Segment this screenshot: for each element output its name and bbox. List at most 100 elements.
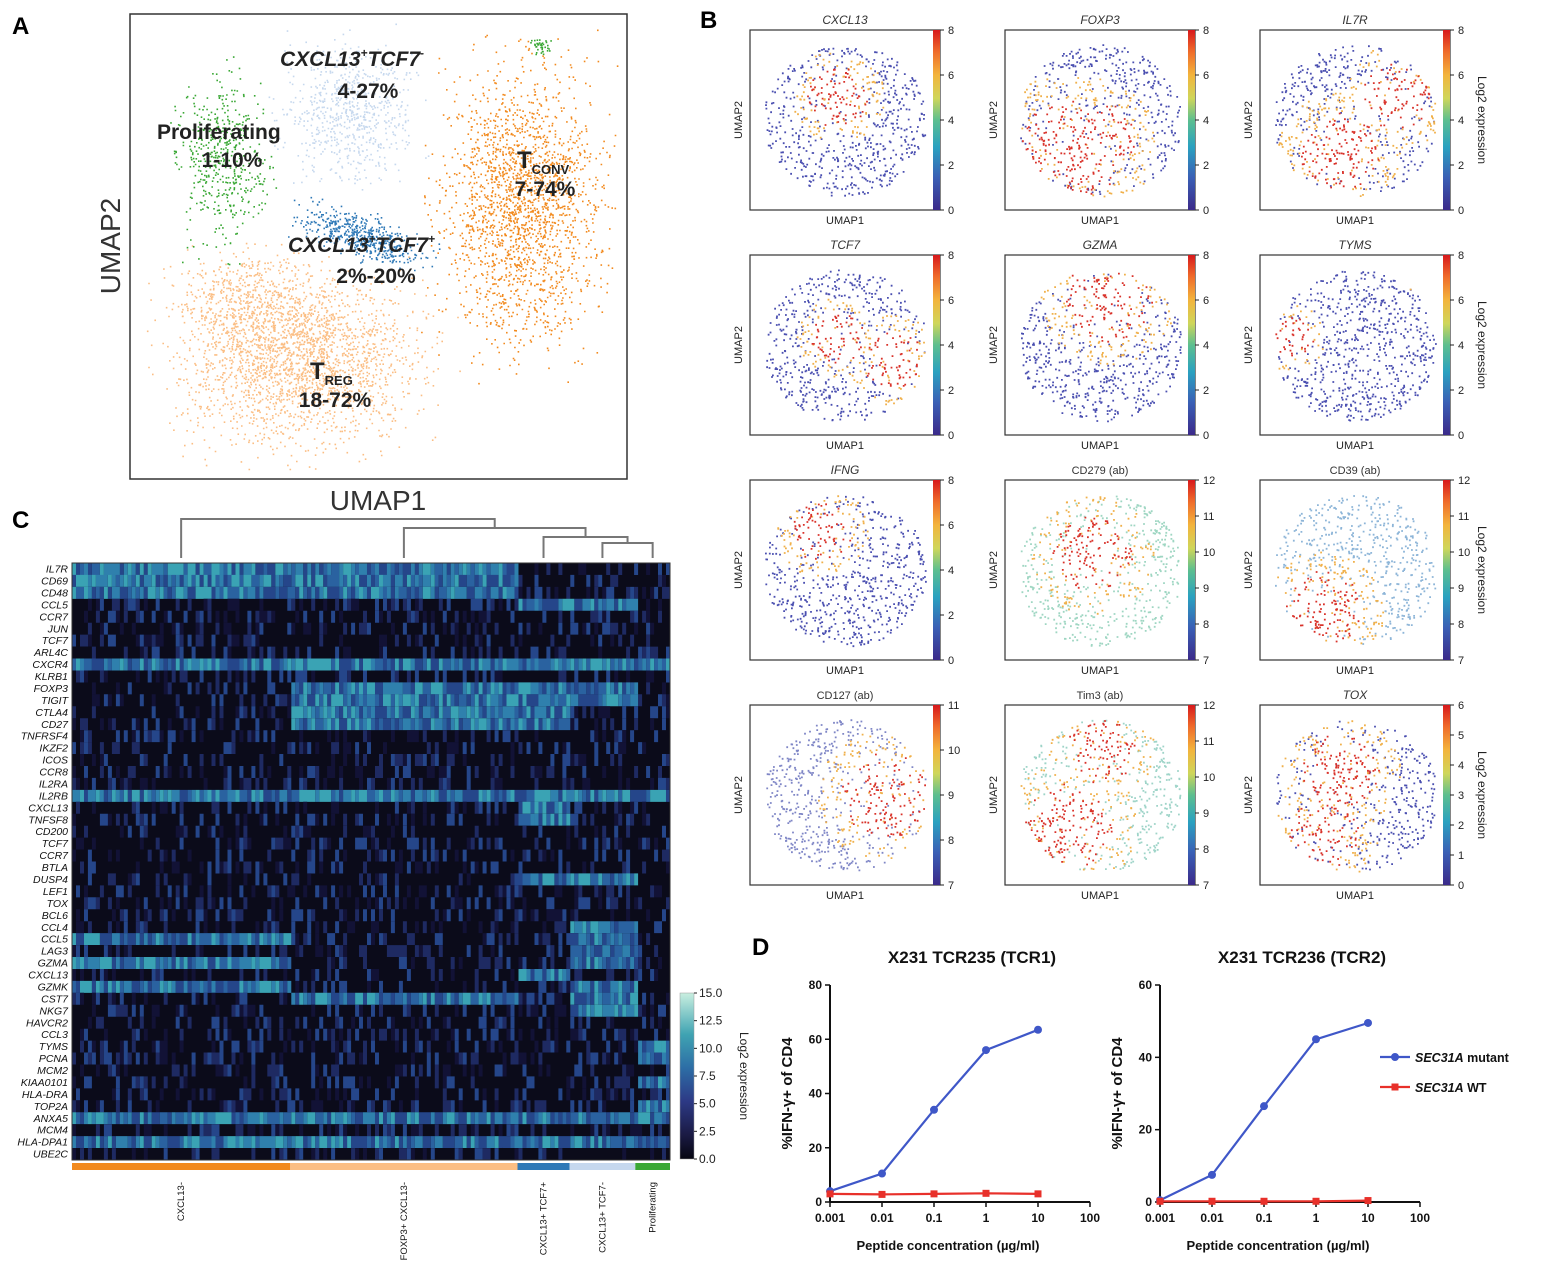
- heatmap-cells: [119, 825, 599, 838]
- feature-plot-xlabel: UMAP1: [826, 215, 864, 227]
- cluster-label-treg-sub: REG: [325, 373, 353, 388]
- heatmap-cells: [84, 1100, 662, 1113]
- line-chart-tcr2: X231 TCR236 (TCR2) 0 20 40 60 0.001 0.01 0.1 1 10…: [1109, 948, 1430, 1253]
- feature-plot-ylabel: UMAP2: [733, 776, 745, 814]
- heatmap-cells: [115, 897, 639, 910]
- feature-plot-colorbar-label: Log2 expression: [1475, 76, 1489, 164]
- heatmap-cells: [295, 980, 571, 993]
- heatmap-cells: [315, 706, 527, 719]
- heatmap-cells: [147, 849, 670, 862]
- heatmap-cells: [99, 885, 655, 898]
- feature-points-low: [766, 719, 927, 872]
- panel-c: C IL7RCD69CD48CCL5CCR7JUNTCF7ARL4CCXCR4K…: [12, 507, 751, 1260]
- colorbar-tick-label: 9: [1458, 583, 1464, 595]
- umap-main-scatter: [146, 23, 619, 471]
- heatmap-cells: [151, 706, 666, 719]
- feature-plot-frame: [749, 479, 941, 661]
- umap-cluster-dots: [421, 29, 619, 385]
- feature-plot-xlabel: UMAP1: [1081, 440, 1119, 452]
- feature-plot-xlabel: UMAP1: [826, 665, 864, 677]
- heatmap-cells: [72, 969, 659, 981]
- heatmap-cells: [72, 1112, 651, 1125]
- heatmap-cells: [91, 658, 639, 671]
- feature-plot-colorbar: [1188, 480, 1195, 660]
- feature-plot-ylabel: UMAP2: [733, 101, 745, 139]
- heatmap-group-bar: CXCL13- FOXP3+ CXCL13- CXCL13+ TCF7+ CXCL13…: [72, 1163, 670, 1260]
- colorbar-tick-label: 7: [1203, 655, 1209, 667]
- group-bar-segment: [517, 1163, 570, 1170]
- cluster-label-cxcl13-tcf7pos-sup2: +: [428, 232, 435, 246]
- colorbar-tick-label: 2: [948, 610, 954, 622]
- heatmap-cells: [586, 945, 631, 958]
- gene-label: CXCL13: [28, 802, 68, 814]
- feature-points-mid: [1020, 720, 1155, 871]
- feature-plot-colorbar: [1443, 705, 1450, 885]
- colorbar-tick-label: 2: [1458, 385, 1464, 397]
- feature-plot-ylabel: UMAP2: [988, 101, 1000, 139]
- gene-label: CD27: [41, 719, 69, 731]
- heatmap-cells: [546, 563, 623, 575]
- group-label: CXCL13-: [176, 1182, 187, 1221]
- heatmap-cells: [299, 718, 571, 731]
- feature-plot-points: [765, 495, 927, 648]
- cluster-label-cxcl13-tcf7neg-main: CXCL13: [280, 48, 361, 71]
- heatmap-cells: [72, 1136, 635, 1149]
- umap-cluster-dots: [268, 23, 430, 191]
- umap-cluster-points: [288, 196, 441, 272]
- feature-points-mid: [1277, 551, 1385, 645]
- colorbar-tick-label: 0.0: [699, 1152, 716, 1166]
- heatmap-cells: [87, 921, 567, 934]
- heatmap-cells: [95, 1136, 603, 1149]
- y-tick-label: 40: [809, 1087, 823, 1101]
- dendrogram-branch: [601, 542, 654, 558]
- feature-plot-il7r: 0 2 4 6 8 IL7R UMAP1 UMAP2 Log2 expression: [1243, 13, 1489, 227]
- series-line: [1159, 1021, 1369, 1202]
- y-axis-label: %IFN-γ+ of CD4: [779, 1037, 796, 1150]
- feature-points-high: [1301, 63, 1431, 189]
- gene-label: TNFRSF4: [21, 731, 68, 743]
- heatmap-colorbar: 15.0 12.5 10.0 7.5 5.0 2.5 0.0 Log2 expression: [679, 986, 751, 1166]
- gene-label: ICOS: [42, 755, 68, 767]
- feature-plot-title: FOXP3: [1080, 13, 1120, 27]
- heatmap-cells: [84, 1112, 662, 1125]
- group-bar-segment: [635, 1163, 670, 1170]
- gene-label: LAG3: [41, 946, 68, 958]
- heatmap-cells: [654, 1040, 666, 1053]
- panel-letter-a: A: [12, 13, 29, 40]
- heatmap-cells: [578, 1004, 635, 1017]
- heatmap-cells: [570, 921, 599, 934]
- colorbar-tick-label: 10: [948, 745, 960, 757]
- colorbar-tick-label: 0: [1458, 880, 1464, 892]
- colorbar-tick-label: 4: [948, 565, 954, 577]
- gene-label: CST7: [41, 993, 69, 1005]
- gene-label: IKZF2: [39, 743, 68, 755]
- heatmap-cells: [518, 813, 567, 826]
- heatmap-cells: [99, 813, 631, 826]
- data-point: [982, 1046, 990, 1055]
- feature-plot-cd127: 7 8 9 10 11 CD127 (ab) UMAP1 UMAP2: [733, 690, 960, 902]
- feature-points-low: [766, 269, 926, 422]
- cluster-label-treg: TREG: [310, 358, 353, 388]
- feature-plot-xlabel: UMAP1: [826, 440, 864, 452]
- colorbar-tick-label: 15.0: [699, 986, 723, 1000]
- colorbar-tick-label: 11: [1203, 511, 1214, 523]
- heatmap: [71, 562, 671, 1161]
- heatmap-cells: [123, 933, 639, 946]
- colorbar-tick-label: 7: [1203, 880, 1209, 892]
- gene-label: LEF1: [43, 886, 68, 898]
- heatmap-cells: [642, 1052, 670, 1065]
- feature-plot-frame: [1004, 254, 1196, 436]
- umap-cluster-dots: [530, 39, 552, 56]
- heatmap-cells: [72, 849, 555, 862]
- feature-plot-colorbar: [933, 255, 940, 435]
- gene-label: ANXA5: [33, 1113, 69, 1125]
- legend-label-gene: SEC31A: [1415, 1051, 1464, 1065]
- heatmap-cells: [80, 563, 507, 575]
- feature-plot-points: [765, 47, 927, 197]
- heatmap-cells: [650, 1076, 670, 1089]
- cluster-pct-treg: 18-72%: [299, 389, 372, 412]
- heatmap-colorbar-label: Log2 expression: [737, 1032, 751, 1120]
- heatmap-cells: [91, 1040, 639, 1053]
- cluster-label-cxcl13-tcf7pos-sup1: +: [369, 232, 376, 246]
